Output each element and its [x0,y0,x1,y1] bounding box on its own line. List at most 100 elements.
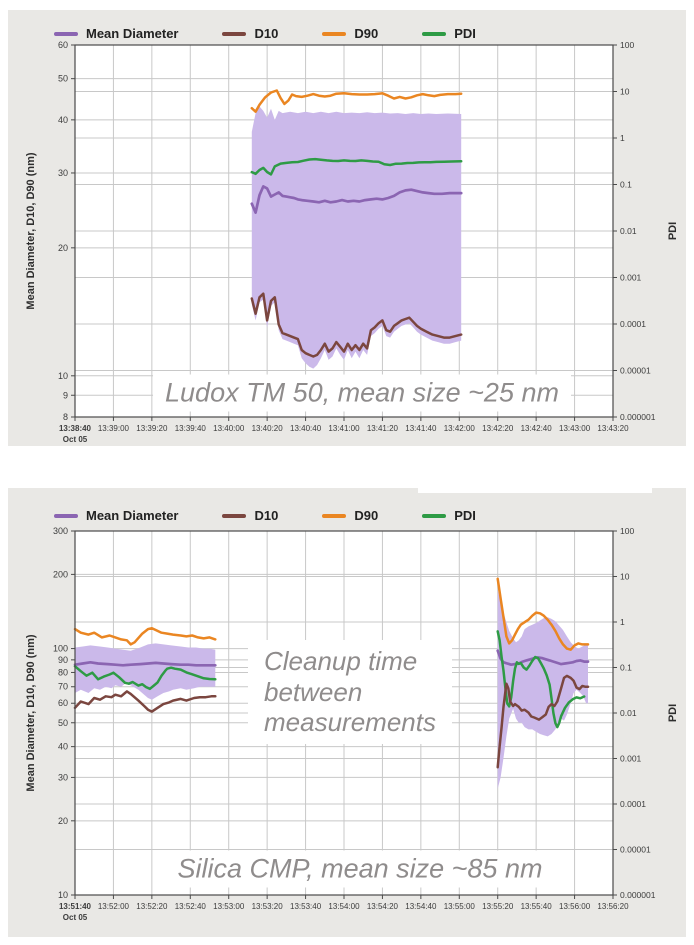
y-right-tick-label: 0.0001 [620,799,646,809]
legend-label: D90 [354,508,379,523]
x-tick-label: 13:55:00 [444,902,476,911]
panel-top-cutout [418,486,652,493]
cleanup-note-line: between [264,676,363,707]
x-tick-label: 13:54:40 [405,902,437,911]
legend-label: Mean Diameter [86,26,179,41]
series-line-mean-diameter [250,185,463,214]
x-tick-label: 13:53:20 [252,902,284,911]
y-left-tick-label: 60 [58,40,68,50]
y-right-axis-title: PDI [667,222,679,240]
series-line-mean-diameter [496,649,590,667]
y-left-tick-label: 80 [58,667,68,677]
x-tick-label: 13:42:00 [444,424,476,433]
y-right-tick-label: 1 [620,133,625,143]
y-left-tick-label: 90 [58,655,68,665]
legend-label: D10 [254,26,279,41]
y-left-tick-label: 60 [58,698,68,708]
y-right-tick-label: 10 [620,87,630,97]
y-right-axis-title: PDI [667,704,679,722]
y-left-tick-label: 200 [53,569,68,579]
series-line-d10 [73,690,217,713]
chart-annotation-silica: Silica CMP, mean size ~85 nm [165,850,555,888]
y-left-tick-label: 30 [58,168,68,178]
y-right-tick-label: 0.0001 [620,319,646,329]
cleanup-note-line: Cleanup time [264,646,418,676]
series-line-d90 [496,577,590,651]
y-left-tick-label: 10 [58,890,68,900]
legend-swatch-icon [54,513,78,518]
legend-label: D90 [354,26,379,41]
legend-ludox: Mean Diameter D10 D90 PDI [54,26,476,41]
x-tick-label: 13:53:40 [290,902,322,911]
d10-d90-band-fill [75,643,216,700]
legend-swatch-icon [54,31,78,36]
legend-swatch-icon [422,31,447,36]
y-right-tick-label: 0.001 [620,754,642,764]
series-line-d10 [496,674,590,769]
series-line-d10 [250,292,463,358]
d10-d90-band-fill [251,106,462,369]
chart-panel-silica: Mean Diameter D10 D90 PDI 13:51:40 Oct 05 13:… [8,488,686,937]
y-left-tick-label: 10 [58,371,68,381]
y-left-tick-label: 20 [58,816,68,826]
y-left-axis-title: Mean Diameter, D10, D90 (nm) [25,634,37,791]
legend-label: D10 [254,508,279,523]
d10-d90-band-fill [497,590,588,789]
legend-item-pdi: PDI [422,26,476,41]
y-right-tick-label: 100 [620,40,634,50]
legend-item-mean-diameter: Mean Diameter [54,508,178,523]
legend-item-d10: D10 [222,508,278,523]
x-tick-label: 13:53:00 [213,902,245,911]
x-tick-label: 13:39:00 [98,424,130,433]
legend-item-d90: D90 [322,508,378,523]
x-axis-date-label: Oct 05 [63,435,88,444]
series-line-pdi [73,665,217,691]
legend-item-mean-diameter: Mean Diameter [54,26,178,41]
y-right-tick-label: 0.01 [620,708,637,718]
y-right-tick-label: 1 [620,617,625,627]
y-right-tick-label: 0.1 [620,663,632,673]
y-right-tick-label: 100 [620,526,634,536]
y-left-tick-label: 30 [58,772,68,782]
y-right-tick-label: 0.01 [620,226,637,236]
series-line-d90 [250,89,463,113]
x-tick-label: 13:39:20 [136,424,168,433]
series-line-mean-diameter [73,660,217,667]
y-left-tick-label: 20 [58,243,68,253]
y-right-tick-label: 0.001 [620,273,642,283]
x-axis-date-label: Oct 05 [63,913,88,922]
chart-panel-ludox: Mean Diameter D10 D90 PDI 13:38:40 Oct 05 13:… [8,10,686,446]
y-left-tick-label: 40 [58,115,68,125]
x-tick-label: 13:39:40 [175,424,207,433]
legend-swatch-icon [322,31,347,36]
x-tick-label: 13:56:20 [597,902,629,911]
x-tick-label: 13:51:40 [59,902,92,911]
legend-swatch-icon [222,513,247,518]
legend-label: PDI [454,26,476,41]
y-left-tick-label: 8 [63,412,68,422]
x-tick-label: 13:38:40 [59,424,92,433]
x-tick-label: 13:52:20 [136,902,168,911]
x-tick-label: 13:41:00 [328,424,360,433]
y-right-tick-label: 10 [620,572,630,582]
chart-annotation-ludox: Ludox TM 50, mean size ~25 nm [153,374,571,412]
legend-item-d90: D90 [322,26,378,41]
legend-item-pdi: PDI [422,508,476,523]
x-tick-label: 13:40:20 [252,424,284,433]
x-tick-label: 13:43:20 [597,424,629,433]
legend-swatch-icon [422,513,447,518]
series-line-pdi [496,630,586,729]
y-right-tick-label: 0.00001 [620,845,651,855]
y-right-tick-label: 0.000001 [620,412,656,422]
x-tick-label: 13:56:00 [559,902,591,911]
y-right-tick-label: 0.000001 [620,890,656,900]
x-tick-label: 13:40:40 [290,424,322,433]
series-line-d90 [73,626,217,646]
x-tick-label: 13:55:20 [482,902,514,911]
y-left-tick-label: 300 [53,526,68,536]
x-tick-label: 13:55:40 [521,902,553,911]
x-tick-label: 13:54:00 [328,902,360,911]
x-tick-label: 13:41:20 [367,424,399,433]
x-tick-label: 13:52:40 [175,902,207,911]
chart-annotation-cleanup-note: Cleanup time between measurements [248,640,452,745]
